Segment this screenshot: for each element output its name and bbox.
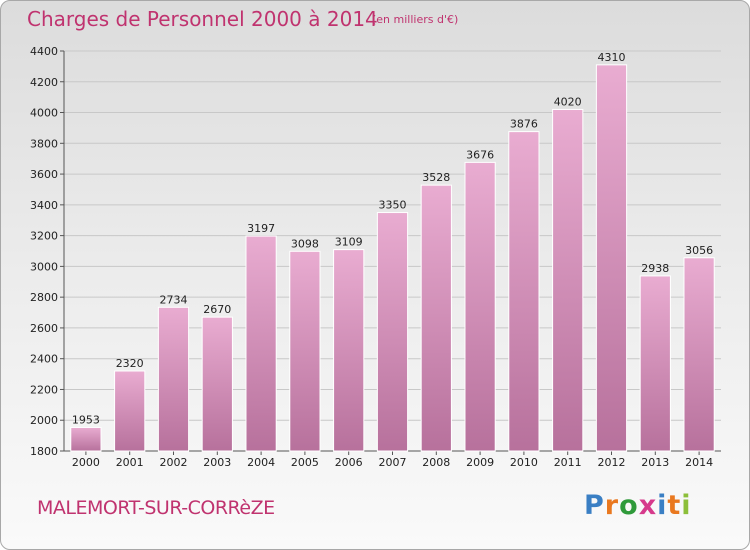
value-label: 3197 — [247, 222, 275, 235]
x-tick-label: 2002 — [160, 456, 188, 469]
bar-2014 — [683, 257, 715, 452]
value-label: 3676 — [466, 148, 494, 161]
value-label: 4020 — [554, 95, 582, 108]
y-tick-label: 1800 — [30, 445, 58, 458]
y-tick-label: 2200 — [30, 383, 58, 396]
bar-2000 — [70, 426, 102, 452]
x-tick-label: 2004 — [247, 456, 275, 469]
bar-2010 — [508, 131, 540, 452]
x-tick-label: 2003 — [203, 456, 231, 469]
bar-2001 — [114, 370, 146, 452]
y-tick-label: 3600 — [30, 168, 58, 181]
y-tick-label: 2000 — [30, 414, 58, 427]
y-tick-label: 2400 — [30, 353, 58, 366]
value-label: 1953 — [72, 413, 100, 426]
y-tick-label: 4200 — [30, 76, 58, 89]
value-label: 3876 — [510, 118, 538, 131]
logo-letter: r — [604, 490, 620, 521]
value-label: 4310 — [598, 51, 626, 64]
logo-letter: i — [681, 490, 692, 521]
unit-note: (en milliers d'€) — [372, 13, 459, 26]
value-label: 2320 — [116, 357, 144, 370]
logo-letter: x — [638, 490, 658, 521]
bar-2009 — [464, 161, 496, 452]
logo-letter: P — [584, 490, 605, 521]
bar-2007 — [376, 212, 409, 452]
bar-2013 — [639, 275, 671, 452]
y-tick-label: 4400 — [30, 45, 58, 58]
logo-letter: o — [619, 490, 639, 521]
value-label: 3109 — [335, 236, 363, 249]
y-tick-label: 3400 — [30, 199, 58, 212]
chart-title: Charges de Personnel 2000 à 2014 — [27, 7, 378, 31]
y-tick-label: 2800 — [30, 291, 58, 304]
y-tick-label: 4000 — [30, 107, 58, 120]
x-tick-label: 2007 — [379, 456, 407, 469]
x-tick-label: 2011 — [554, 456, 582, 469]
x-tick-label: 2014 — [685, 456, 713, 469]
labels: 1800 2000 2200 2400 2600 2800 3000 3200 3400 3600… — [30, 45, 713, 469]
x-tick-label: 2012 — [598, 456, 626, 469]
bar-2004 — [245, 235, 277, 452]
x-tick-label: 2000 — [72, 456, 100, 469]
value-label: 3350 — [379, 199, 407, 212]
bar-2003 — [201, 316, 233, 452]
value-label: 2938 — [641, 262, 669, 275]
bar-2006 — [333, 249, 365, 452]
bar-2012 — [595, 64, 628, 452]
value-label: 2670 — [203, 303, 231, 316]
x-tick-label: 2010 — [510, 456, 538, 469]
bar-2002 — [157, 306, 190, 452]
bar-2005 — [289, 250, 321, 452]
value-label: 3056 — [685, 244, 713, 257]
proxiti-logo[interactable]: Proxiti — [584, 490, 692, 521]
y-tick-label: 3200 — [30, 230, 58, 243]
bar-2008 — [420, 184, 452, 452]
x-tick-label: 2001 — [116, 456, 144, 469]
value-label: 3098 — [291, 237, 319, 250]
x-tick-label: 2006 — [335, 456, 363, 469]
city-name: MALEMORT-SUR-CORRèZE — [37, 497, 275, 519]
logo-letter: t — [667, 490, 682, 521]
y-tick-label: 3800 — [30, 137, 58, 150]
x-tick-label: 2005 — [291, 456, 319, 469]
x-tick-label: 2009 — [466, 456, 494, 469]
value-label: 3528 — [422, 171, 450, 184]
logo-letter: i — [657, 490, 668, 521]
value-label: 2734 — [160, 293, 188, 306]
x-tick-label: 2013 — [641, 456, 669, 469]
x-tick-label: 2008 — [422, 456, 450, 469]
bar-2011 — [552, 108, 584, 452]
y-tick-label: 3000 — [30, 260, 58, 273]
bars — [70, 64, 715, 452]
y-tick-label: 2600 — [30, 322, 58, 335]
